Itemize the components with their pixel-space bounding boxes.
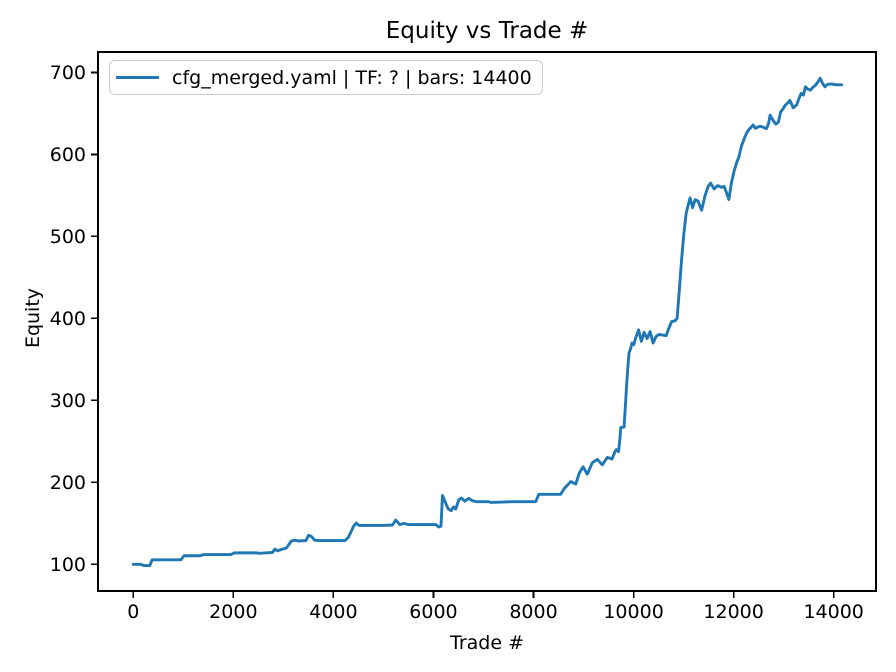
tick-marks <box>91 71 835 598</box>
y-tick-label: 400 <box>49 307 86 330</box>
x-tick-label: 14000 <box>803 601 864 623</box>
x-tick-label: 10000 <box>603 601 664 623</box>
x-tick-label: 0 <box>127 601 140 623</box>
chart-title: Equity vs Trade # <box>385 18 589 44</box>
legend-line-swatch <box>116 76 159 79</box>
legend: cfg_merged.yaml | TF: ? | bars: 14400 <box>109 60 543 95</box>
y-tick-label: 300 <box>49 389 86 412</box>
x-tick-label: 12000 <box>703 601 764 623</box>
x-axis-label: Trade # <box>450 632 524 654</box>
x-tick-label: 8000 <box>509 601 558 623</box>
legend-label: cfg_merged.yaml | TF: ? | bars: 14400 <box>172 66 532 89</box>
x-tick-label: 2000 <box>209 601 258 623</box>
y-tick-label: 500 <box>49 225 86 248</box>
y-tick-label: 600 <box>49 143 86 166</box>
y-tick-label: 700 <box>49 61 86 84</box>
equity-line <box>131 76 844 568</box>
y-tick-label: 200 <box>49 471 86 494</box>
axes-spines <box>97 51 877 592</box>
x-tick-label: 6000 <box>409 601 458 623</box>
x-tick-label: 4000 <box>309 601 358 623</box>
y-tick-label: 100 <box>49 553 86 576</box>
